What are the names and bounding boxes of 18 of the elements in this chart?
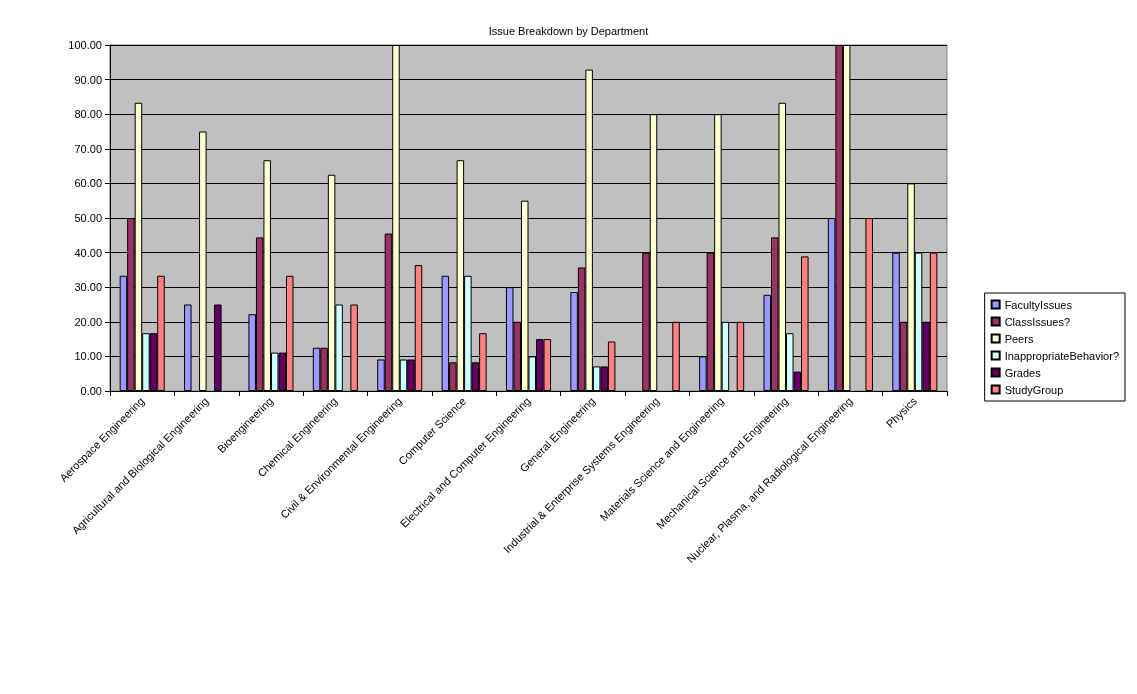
y-tick-label: 20.00 bbox=[74, 315, 102, 328]
y-tick-label: 80.00 bbox=[74, 108, 102, 121]
y-tick-label: 40.00 bbox=[74, 246, 102, 259]
legend-label: Grades bbox=[1004, 366, 1042, 379]
y-tick-label: 90.00 bbox=[74, 73, 102, 86]
legend-label: ClassIssues? bbox=[1004, 315, 1071, 328]
y-tick-label: 50.00 bbox=[74, 212, 102, 224]
legend-label: FacultyIssues bbox=[1004, 298, 1073, 311]
legend-label: Peers bbox=[1004, 332, 1034, 345]
y-tick-label: 60.00 bbox=[74, 177, 102, 190]
y-tick-label: 30.00 bbox=[74, 281, 102, 294]
y-tick-label: 100.00 bbox=[68, 39, 102, 51]
legend-label: StudyGroup bbox=[1004, 383, 1064, 396]
y-tick-label: 10.00 bbox=[74, 350, 102, 363]
y-tick-label: 0.00 bbox=[80, 385, 102, 397]
y-tick-label: 70.00 bbox=[74, 142, 102, 155]
legend-label: InappropriateBehavior? bbox=[1004, 349, 1119, 362]
chart-title: Issue Breakdown by Department bbox=[488, 24, 649, 37]
